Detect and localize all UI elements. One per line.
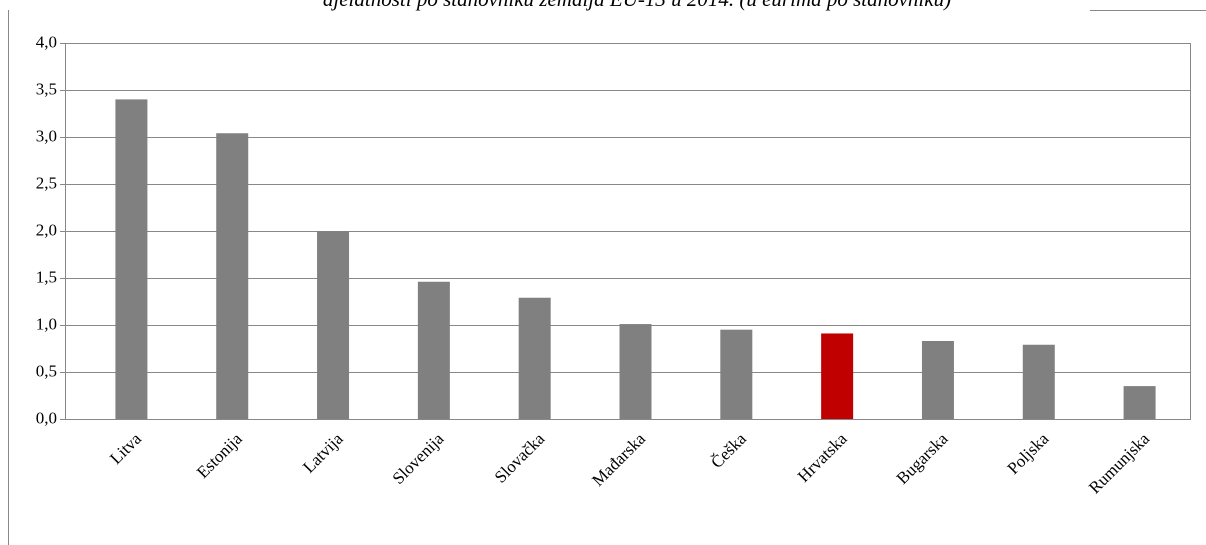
bar <box>417 281 450 419</box>
bar <box>921 340 954 419</box>
bar <box>1022 344 1055 419</box>
bar <box>720 329 753 419</box>
bar <box>216 133 249 420</box>
chart-title: djelatnosti po stanovniku zemalja EU-13 … <box>323 0 951 11</box>
y-tick-label: 4,0 <box>36 32 57 51</box>
y-tick-label: 2,5 <box>36 173 57 192</box>
bar <box>317 231 350 419</box>
y-tick-label: 1,5 <box>36 267 57 286</box>
y-tick-label: 0,5 <box>36 361 57 380</box>
y-tick-label: 3,5 <box>36 79 57 98</box>
y-tick-label: 3,0 <box>36 126 57 145</box>
y-tick-label: 2,0 <box>36 220 57 239</box>
y-tick-label: 1,0 <box>36 314 57 333</box>
bar <box>518 297 551 419</box>
bar <box>1123 386 1156 419</box>
y-tick-label: 0,0 <box>36 408 57 427</box>
bar <box>619 324 652 419</box>
bar <box>115 99 148 420</box>
bar <box>821 333 854 419</box>
